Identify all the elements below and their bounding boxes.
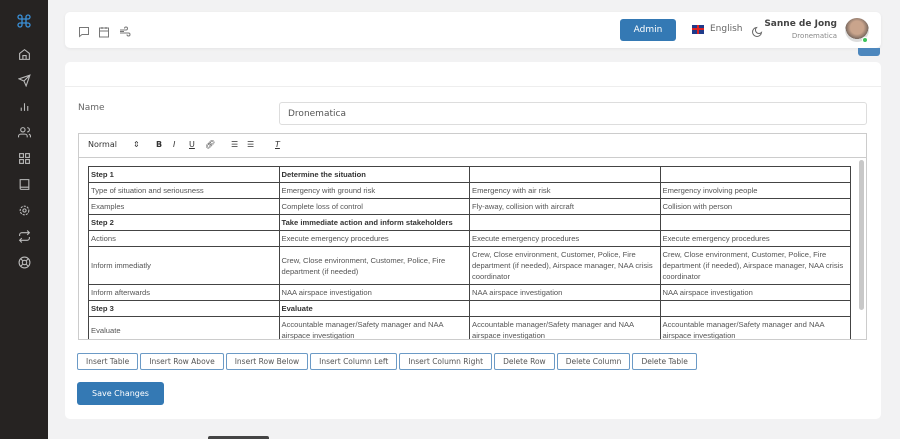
- insert-column-right-button[interactable]: Insert Column Right: [399, 353, 493, 370]
- table-cell[interactable]: NAA airspace investigation: [278, 284, 470, 301]
- top-header: Admin English Sanne de Jong Dronematica: [65, 12, 881, 48]
- delete-row-button[interactable]: Delete Row: [494, 353, 555, 370]
- save-changes-button[interactable]: Save Changes: [77, 382, 164, 405]
- wind-icon[interactable]: [119, 23, 131, 42]
- table-row: Inform afterwards NAA airspace investigat…: [88, 284, 851, 301]
- bullet-list-icon[interactable]: ☰: [247, 140, 255, 149]
- table-cell[interactable]: [659, 300, 851, 317]
- table-cell[interactable]: Step 3: [88, 300, 280, 317]
- table-cell[interactable]: Accountable manager/Safety manager and N…: [659, 316, 851, 339]
- language-label: English: [710, 24, 743, 34]
- table-cell[interactable]: [469, 214, 661, 231]
- online-status-icon: [862, 37, 868, 43]
- table-cell[interactable]: [659, 214, 851, 231]
- table-cell[interactable]: Inform afterwards: [88, 284, 280, 301]
- format-select[interactable]: Normal: [88, 140, 117, 149]
- table-cell[interactable]: Emergency with air risk: [469, 182, 661, 199]
- ordered-list-icon[interactable]: ☰: [231, 140, 239, 149]
- table-cell[interactable]: Type of situation and seriousness: [88, 182, 280, 199]
- table-cell[interactable]: Accountable manager/Safety manager and N…: [469, 316, 661, 339]
- insert-row-above-button[interactable]: Insert Row Above: [140, 353, 224, 370]
- link-icon[interactable]: 🔗︎: [205, 140, 216, 149]
- table-cell[interactable]: [469, 166, 661, 183]
- underline-icon[interactable]: U: [189, 140, 195, 149]
- table-cell[interactable]: Step 1: [88, 166, 280, 183]
- sidebar: [0, 0, 48, 439]
- command-logo-icon[interactable]: [14, 11, 34, 31]
- table-cell[interactable]: Evaluate: [278, 300, 470, 317]
- table-row: Inform immediatly Crew, Close environment…: [88, 246, 851, 285]
- table-cell[interactable]: Step 2: [88, 214, 280, 231]
- table-cell[interactable]: Determine the situation: [278, 166, 470, 183]
- table-cell[interactable]: Take immediate action and inform stakeho…: [278, 214, 470, 231]
- bold-icon[interactable]: B: [156, 140, 163, 149]
- italic-icon[interactable]: I: [173, 140, 176, 149]
- moon-icon[interactable]: [751, 23, 763, 42]
- chat-icon[interactable]: [78, 23, 90, 42]
- table-row: Examples Complete loss of control Fly-away…: [88, 198, 851, 215]
- steps-table: Step 1 Determine the situation Type of sit…: [88, 166, 851, 339]
- settings-icon[interactable]: [14, 200, 34, 220]
- grid-icon[interactable]: [14, 148, 34, 168]
- table-cell[interactable]: Actions: [88, 230, 280, 247]
- table-cell[interactable]: Evaluate: [88, 316, 280, 339]
- life-buoy-icon[interactable]: [14, 252, 34, 272]
- calendar-icon[interactable]: [98, 23, 110, 42]
- uk-flag-icon: [692, 24, 704, 34]
- table-cell[interactable]: [659, 166, 851, 183]
- table-cell[interactable]: [469, 300, 661, 317]
- insert-column-left-button[interactable]: Insert Column Left: [310, 353, 398, 370]
- header-tab: [858, 48, 880, 56]
- table-cell[interactable]: Crew, Close environment, Customer, Polic…: [659, 246, 851, 285]
- edit-card: Name Normal ⇕ B I U 🔗︎ ☰ ☰ T Step 1Deter…: [65, 62, 881, 419]
- insert-row-below-button[interactable]: Insert Row Below: [225, 353, 309, 370]
- table-cell[interactable]: Execute emergency procedures: [469, 230, 661, 247]
- name-input[interactable]: [279, 102, 867, 125]
- table-cell[interactable]: Accountable manager/Safety manager and N…: [278, 316, 470, 339]
- user-name: Sanne de Jong: [764, 19, 837, 29]
- table-row: Step 2 Take immediate action and inform s…: [88, 214, 851, 231]
- table-cell[interactable]: NAA airspace investigation: [659, 284, 851, 301]
- send-icon[interactable]: [14, 70, 34, 90]
- table-cell[interactable]: Inform immediatly: [88, 246, 280, 285]
- editor-content[interactable]: Step 1 Determine the situation Type of sit…: [78, 158, 867, 340]
- table-cell[interactable]: Emergency with ground risk: [278, 182, 470, 199]
- insert-table-button[interactable]: Insert Table: [77, 353, 139, 370]
- table-cell[interactable]: Crew, Close environment, Customer, Polic…: [469, 246, 661, 285]
- table-buttons: Insert Table Insert Row Above Insert Row B…: [77, 353, 697, 370]
- user-company: Dronematica: [791, 32, 837, 40]
- table-cell[interactable]: Crew, Close environment, Customer, Polic…: [278, 246, 470, 285]
- card-header: [65, 62, 881, 87]
- table-row: Step 1 Determine the situation: [88, 166, 851, 183]
- format-value: Normal: [88, 140, 117, 149]
- user-info[interactable]: Sanne de Jong Dronematica: [764, 19, 837, 40]
- scrollbar[interactable]: [859, 160, 864, 310]
- editor-toolbar: Normal ⇕ B I U 🔗︎ ☰ ☰ T: [78, 133, 867, 158]
- table-cell[interactable]: Fly-away, collision with aircraft: [469, 198, 661, 215]
- language-selector[interactable]: English: [692, 24, 743, 34]
- bottom-tab: [208, 436, 269, 439]
- table-row: Evaluate Accountable manager/Safety manag…: [88, 316, 851, 339]
- users-icon[interactable]: [14, 122, 34, 142]
- table-cell[interactable]: Execute emergency procedures: [278, 230, 470, 247]
- delete-table-button[interactable]: Delete Table: [632, 353, 697, 370]
- name-label: Name: [78, 103, 105, 113]
- bar-chart-icon[interactable]: [14, 96, 34, 116]
- table-cell[interactable]: Examples: [88, 198, 280, 215]
- table-row: Actions Execute emergency procedures Execu…: [88, 230, 851, 247]
- table-cell[interactable]: Collision with person: [659, 198, 851, 215]
- select-arrows-icon: ⇕: [133, 140, 140, 149]
- table-cell[interactable]: Complete loss of control: [278, 198, 470, 215]
- home-icon[interactable]: [14, 44, 34, 64]
- table-cell[interactable]: Execute emergency procedures: [659, 230, 851, 247]
- table-row: Type of situation and seriousness Emergen…: [88, 182, 851, 199]
- book-icon[interactable]: [14, 174, 34, 194]
- clear-format-icon[interactable]: T: [275, 140, 280, 149]
- repeat-icon[interactable]: [14, 226, 34, 246]
- table-cell[interactable]: Emergency involving people: [659, 182, 851, 199]
- table-row: Step 3 Evaluate: [88, 300, 851, 317]
- admin-button[interactable]: Admin: [620, 19, 676, 41]
- delete-column-button[interactable]: Delete Column: [556, 353, 631, 370]
- table-cell[interactable]: NAA airspace investigation: [469, 284, 661, 301]
